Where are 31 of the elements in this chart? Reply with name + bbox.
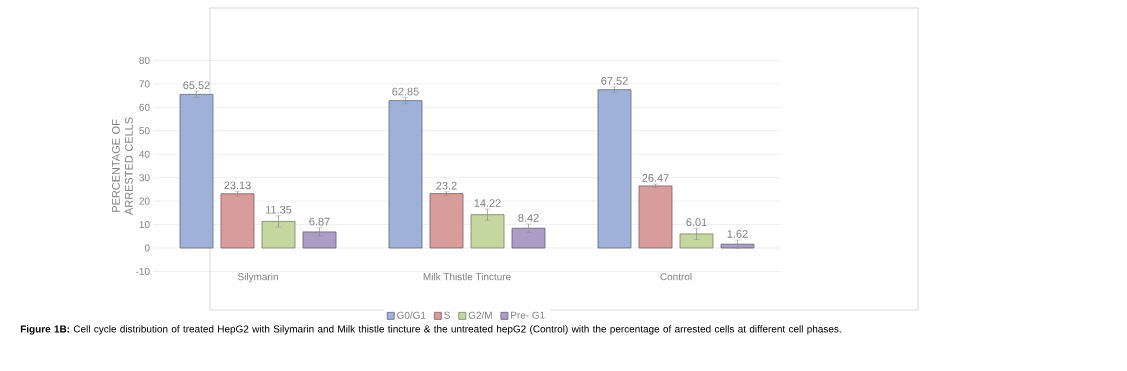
x-tick-label: Milk Thistle Tincture (423, 272, 511, 281)
data-label: 26.47 (642, 174, 669, 182)
data-label: 11.35 (266, 205, 292, 214)
x-tick-label: Silymarin (237, 272, 278, 283)
y-tick-label: -10 (136, 267, 150, 275)
y-tick-label: 80 (139, 56, 150, 64)
y-tick-label: 20 (139, 197, 150, 205)
y-tick-label: 10 (139, 221, 150, 229)
data-label: 65.52 (183, 81, 210, 90)
text: Figure 1B: Cell cycle distribution of treated HepG2 with Silymarin and Milk thistle tincture & the untreated hepG2 (Control) with the percentage of arrested cells at different cell phases. (20, 325, 841, 335)
y-tick-label: 40 (139, 150, 150, 158)
y-axis-title: PERCENTAGE OF ARRESTED CELLS (112, 117, 133, 215)
data-label: 14.22 (474, 199, 501, 207)
data-label: 8.42 (518, 214, 539, 222)
legend-label: G0/G1 (397, 311, 426, 319)
data-label: 1.62 (727, 230, 748, 238)
data-label: 23.2 (436, 181, 457, 190)
y-tick-label: 70 (139, 80, 150, 88)
data-label: 23.13 (224, 181, 251, 190)
y-tick-label: 60 (139, 103, 150, 111)
data-label: 6.87 (309, 217, 330, 226)
data-label: 62.85 (392, 87, 419, 96)
legend-label: G2/M (468, 311, 492, 319)
x-tick-label: Control (660, 272, 692, 281)
data-label: 6.01 (686, 218, 707, 227)
legend-label: Pre- G1 (511, 311, 545, 319)
y-tick-label: 30 (139, 174, 150, 182)
y-tick-label: 50 (139, 127, 150, 135)
y-tick-label: 0 (144, 244, 150, 252)
legend-label: S (444, 311, 450, 319)
data-label: 67.52 (601, 76, 628, 85)
